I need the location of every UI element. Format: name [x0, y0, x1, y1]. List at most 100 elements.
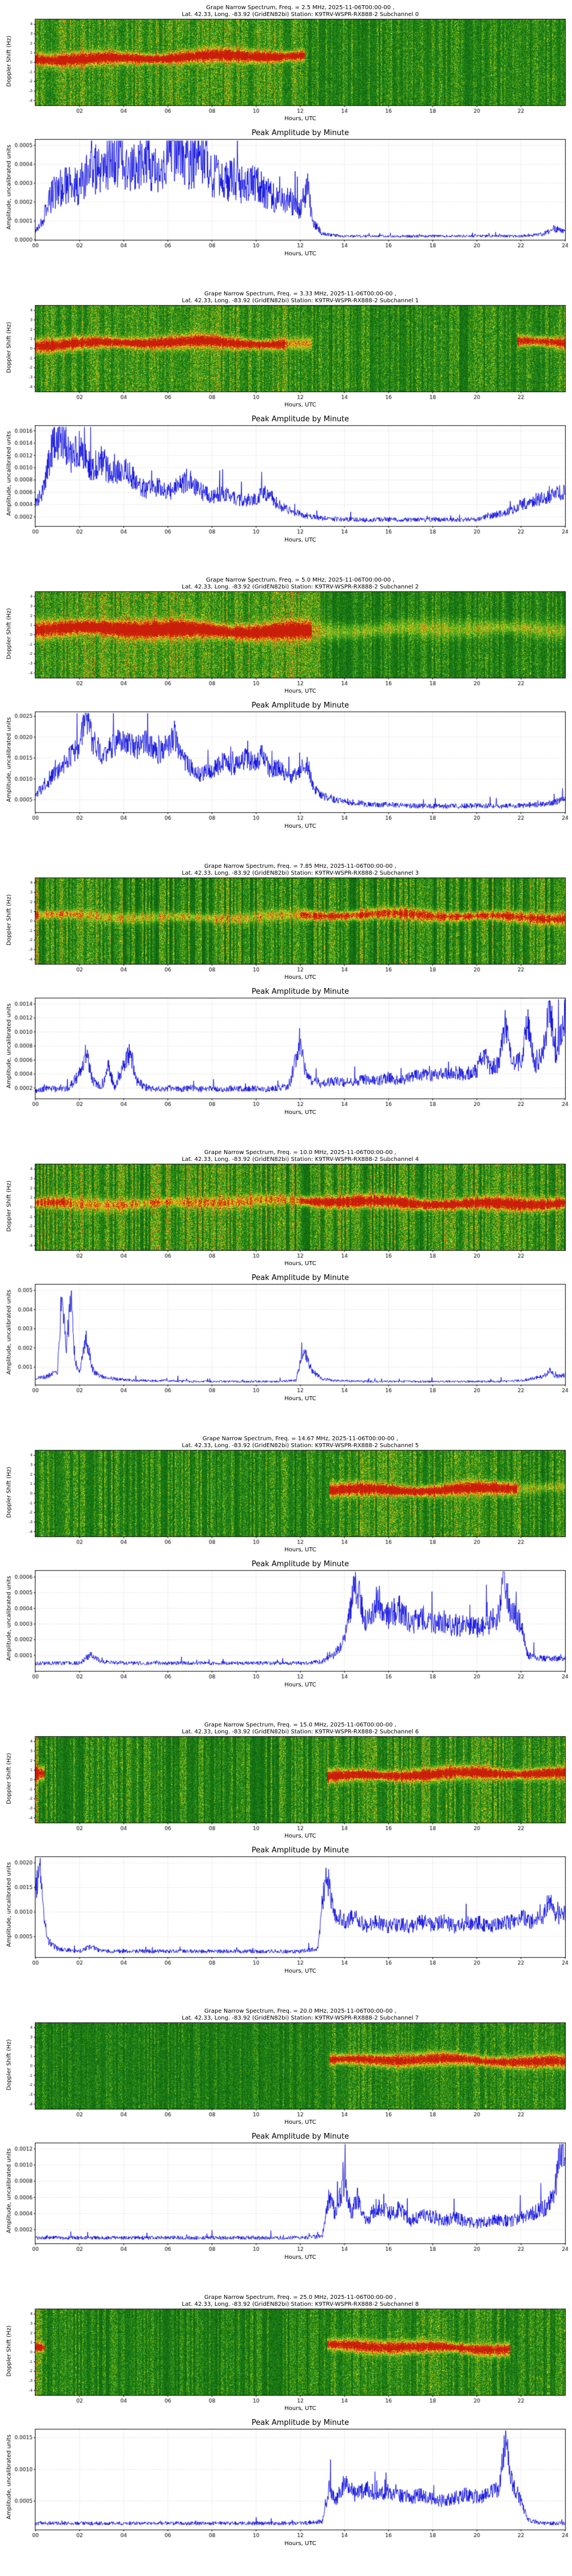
spectrogram-title-line2: Lat. 42.33, Long. -83.92 (GridEN82bi) St…	[181, 298, 419, 304]
spectrogram-title-line1: Grape Narrow Spectrum, Freq. = 15.0 MHz,…	[204, 1722, 396, 1728]
spectrogram-title-line2: Lat. 42.33, Long. -83.92 (GridEN82bi) St…	[181, 1729, 419, 1735]
spectrogram-figure: Grape Narrow Spectrum, Freq. = 20.0 MHz,…	[0, 2008, 572, 2125]
spectrogram-xlabel: Hours, UTC	[284, 1833, 316, 1839]
amplitude-figure: Peak Amplitude by Minute Amplitude, unca…	[0, 129, 572, 257]
spectrogram-heatmap	[0, 18, 572, 116]
spectrogram-ylabel: Doppler Shift (Hz)	[6, 2325, 13, 2377]
amplitude-ylabel: Amplitude, uncalibrated units	[6, 430, 13, 516]
spectrogram-title-line1: Grape Narrow Spectrum, Freq. = 7.85 MHz,…	[204, 863, 396, 870]
spectrogram-ylabel: Doppler Shift (Hz)	[6, 35, 13, 87]
amplitude-title: Peak Amplitude by Minute	[251, 701, 349, 710]
amplitude-line-chart	[0, 2141, 572, 2254]
spectrogram-xlabel: Hours, UTC	[284, 688, 316, 694]
spectrogram-title: Grape Narrow Spectrum, Freq. = 3.33 MHz,…	[35, 291, 565, 305]
amplitude-line-chart	[0, 424, 572, 537]
spectrogram-title-line2: Lat. 42.33, Long. -83.92 (GridEN82bi) St…	[181, 584, 419, 590]
amplitude-figure: Peak Amplitude by Minute Amplitude, unca…	[0, 2419, 572, 2547]
chart-pair-section: Grape Narrow Spectrum, Freq. = 25.0 MHz,…	[0, 2290, 572, 2576]
amplitude-ylabel: Amplitude, uncalibrated units	[6, 2434, 13, 2520]
spectrogram-xlabel: Hours, UTC	[284, 1547, 316, 1553]
spectrogram-heatmap	[0, 305, 572, 402]
amplitude-line-chart	[0, 137, 572, 251]
amplitude-xlabel: Hours, UTC	[284, 251, 316, 257]
amplitude-xlabel: Hours, UTC	[284, 1682, 316, 1688]
spectrogram-plot-area: Doppler Shift (Hz)	[0, 305, 572, 402]
spectrogram-plot-area: Doppler Shift (Hz)	[0, 18, 572, 116]
amplitude-title: Peak Amplitude by Minute	[251, 987, 349, 996]
spectrogram-title-line2: Lat. 42.33, Long. -83.92 (GridEN82bi) St…	[181, 1443, 419, 1449]
amplitude-line-chart	[0, 1282, 572, 1396]
amplitude-ylabel: Amplitude, uncalibrated units	[6, 1575, 13, 1661]
amplitude-figure: Peak Amplitude by Minute Amplitude, unca…	[0, 1560, 572, 1688]
spectrogram-title-line2: Lat. 42.33, Long. -83.92 (GridEN82bi) St…	[181, 11, 419, 18]
amplitude-xlabel: Hours, UTC	[284, 1396, 316, 1402]
amplitude-ylabel: Amplitude, uncalibrated units	[6, 717, 13, 803]
chart-pair-section: Grape Narrow Spectrum, Freq. = 5.0 MHz, …	[0, 572, 572, 859]
amplitude-title: Peak Amplitude by Minute	[251, 2419, 349, 2427]
amplitude-line-chart	[0, 710, 572, 823]
spectrogram-plot-area: Doppler Shift (Hz)	[0, 877, 572, 974]
amplitude-plot-area: Amplitude, uncalibrated units	[0, 1282, 572, 1396]
spectrogram-title-line2: Lat. 42.33, Long. -83.92 (GridEN82bi) St…	[181, 2301, 419, 2308]
spectrogram-title-line1: Grape Narrow Spectrum, Freq. = 14.67 MHz…	[202, 1436, 399, 1442]
amplitude-line-chart	[0, 2427, 572, 2541]
spectrogram-title: Grape Narrow Spectrum, Freq. = 15.0 MHz,…	[35, 1722, 565, 1736]
spectrogram-title-line2: Lat. 42.33, Long. -83.92 (GridEN82bi) St…	[181, 2015, 419, 2021]
amplitude-ylabel: Amplitude, uncalibrated units	[6, 1289, 13, 1375]
spectrogram-plot-area: Doppler Shift (Hz)	[0, 591, 572, 688]
chart-pair-section: Grape Narrow Spectrum, Freq. = 10.0 MHz,…	[0, 1145, 572, 1431]
spectrogram-xlabel: Hours, UTC	[284, 402, 316, 408]
spectrogram-figure: Grape Narrow Spectrum, Freq. = 25.0 MHz,…	[0, 2294, 572, 2412]
spectrogram-heatmap	[0, 2308, 572, 2405]
spectrogram-title-line1: Grape Narrow Spectrum, Freq. = 25.0 MHz,…	[204, 2294, 396, 2301]
spectrogram-plot-area: Doppler Shift (Hz)	[0, 2022, 572, 2119]
spectrogram-heatmap	[0, 1163, 572, 1261]
amplitude-figure: Peak Amplitude by Minute Amplitude, unca…	[0, 1274, 572, 1402]
amplitude-ylabel: Amplitude, uncalibrated units	[6, 1003, 13, 1089]
spectrogram-heatmap	[0, 591, 572, 688]
spectrogram-ylabel: Doppler Shift (Hz)	[6, 1753, 13, 1804]
spectrogram-plot-area: Doppler Shift (Hz)	[0, 1449, 572, 1547]
amplitude-ylabel: Amplitude, uncalibrated units	[6, 1862, 13, 1947]
amplitude-xlabel: Hours, UTC	[284, 1968, 316, 1974]
chart-pair-section: Grape Narrow Spectrum, Freq. = 14.67 MHz…	[0, 1431, 572, 1717]
spectrogram-figure: Grape Narrow Spectrum, Freq. = 7.85 MHz,…	[0, 863, 572, 981]
spectrogram-heatmap	[0, 1449, 572, 1547]
amplitude-figure: Peak Amplitude by Minute Amplitude, unca…	[0, 701, 572, 829]
amplitude-title: Peak Amplitude by Minute	[251, 1846, 349, 1855]
amplitude-figure: Peak Amplitude by Minute Amplitude, unca…	[0, 1846, 572, 1974]
spectrogram-title: Grape Narrow Spectrum, Freq. = 20.0 MHz,…	[35, 2008, 565, 2022]
amplitude-ylabel: Amplitude, uncalibrated units	[6, 2148, 13, 2234]
spectrogram-ylabel: Doppler Shift (Hz)	[6, 894, 13, 946]
spectrogram-figure: Grape Narrow Spectrum, Freq. = 15.0 MHz,…	[0, 1722, 572, 1839]
amplitude-figure: Peak Amplitude by Minute Amplitude, unca…	[0, 415, 572, 543]
spectrogram-xlabel: Hours, UTC	[284, 1261, 316, 1267]
spectrogram-plot-area: Doppler Shift (Hz)	[0, 1163, 572, 1261]
amplitude-plot-area: Amplitude, uncalibrated units	[0, 2427, 572, 2541]
spectrogram-heatmap	[0, 2022, 572, 2119]
spectrogram-figure: Grape Narrow Spectrum, Freq. = 2.5 MHz, …	[0, 5, 572, 122]
amplitude-xlabel: Hours, UTC	[284, 2254, 316, 2261]
spectrogram-figure: Grape Narrow Spectrum, Freq. = 14.67 MHz…	[0, 1436, 572, 1553]
spectrogram-title-line2: Lat. 42.33, Long. -83.92 (GridEN82bi) St…	[181, 870, 419, 876]
amplitude-line-chart	[0, 1568, 572, 1682]
spectrogram-ylabel: Doppler Shift (Hz)	[6, 322, 13, 373]
amplitude-line-chart	[0, 1855, 572, 1968]
spectrogram-ylabel: Doppler Shift (Hz)	[6, 608, 13, 659]
amplitude-title: Peak Amplitude by Minute	[251, 129, 349, 137]
spectrogram-title: Grape Narrow Spectrum, Freq. = 2.5 MHz, …	[35, 5, 565, 18]
spectrogram-xlabel: Hours, UTC	[284, 974, 316, 981]
chart-pair-section: Grape Narrow Spectrum, Freq. = 20.0 MHz,…	[0, 2004, 572, 2290]
spectrogram-plot-area: Doppler Shift (Hz)	[0, 1736, 572, 1833]
chart-pair-section: Grape Narrow Spectrum, Freq. = 2.5 MHz, …	[0, 0, 572, 286]
chart-pair-section: Grape Narrow Spectrum, Freq. = 15.0 MHz,…	[0, 1717, 572, 2004]
spectrogram-xlabel: Hours, UTC	[284, 2119, 316, 2125]
spectrogram-figure: Grape Narrow Spectrum, Freq. = 3.33 MHz,…	[0, 291, 572, 408]
chart-pair-section: Grape Narrow Spectrum, Freq. = 7.85 MHz,…	[0, 859, 572, 1145]
spectrogram-title: Grape Narrow Spectrum, Freq. = 25.0 MHz,…	[35, 2294, 565, 2308]
chart-pair-section: Grape Narrow Spectrum, Freq. = 3.33 MHz,…	[0, 286, 572, 572]
spectrogram-heatmap	[0, 1736, 572, 1833]
spectrogram-title-line1: Grape Narrow Spectrum, Freq. = 20.0 MHz,…	[204, 2008, 396, 2014]
